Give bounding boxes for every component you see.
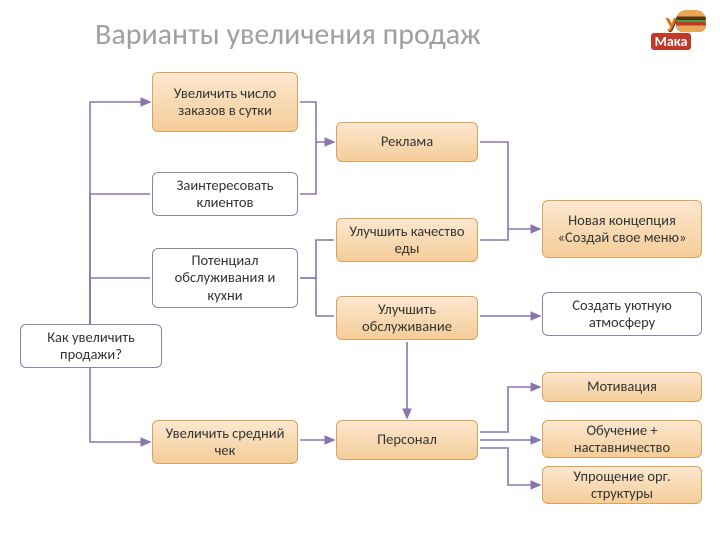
flow-node-n2: Заинтересовать клиентов	[152, 172, 298, 216]
edge-n2-n5	[300, 142, 316, 194]
edge-n8-n13	[480, 448, 540, 485]
flow-node-n8: Персонал	[336, 420, 478, 460]
logo-letter: У	[666, 15, 677, 35]
flow-node-n10: Создать уютную атмосферу	[542, 292, 702, 336]
burger-icon	[676, 10, 706, 32]
flow-node-n5: Реклама	[336, 122, 478, 162]
edge-q-n1	[90, 102, 150, 324]
flow-node-n9: Новая концепция «Создай свое меню»	[542, 200, 702, 258]
flow-node-n7: Улучшить обслуживание	[336, 296, 478, 340]
flow-node-n6: Улучшить качество еды	[336, 218, 478, 262]
flow-node-n3: Потенциал обслуживания и кухни	[152, 248, 298, 308]
flow-node-n4: Увеличить средний чек	[152, 420, 298, 464]
edge-n6-n9	[480, 229, 540, 240]
logo-text: Мака	[651, 33, 692, 50]
flow-node-n1: Увеличить число заказов в сутки	[152, 72, 298, 132]
edge-n8-n11	[480, 387, 540, 432]
flow-node-q: Как увеличить продажи?	[20, 324, 162, 368]
edge-n5-n9	[480, 142, 508, 229]
edge-q-n2	[90, 194, 150, 324]
flow-node-n13: Упрощение орг. структуры	[542, 466, 702, 504]
flow-node-n11: Мотивация	[542, 372, 702, 402]
edge-n3-n7	[300, 278, 316, 316]
edge-n1-n5	[300, 102, 334, 142]
brand-logo: У Мака	[640, 8, 702, 56]
edge-n3-n6	[300, 240, 334, 278]
edge-q-n3	[90, 278, 150, 324]
edge-q-n4	[90, 368, 150, 442]
flow-node-n12: Обучение + наставничество	[542, 420, 702, 458]
page-title: Варианты увеличения продаж	[95, 16, 481, 53]
